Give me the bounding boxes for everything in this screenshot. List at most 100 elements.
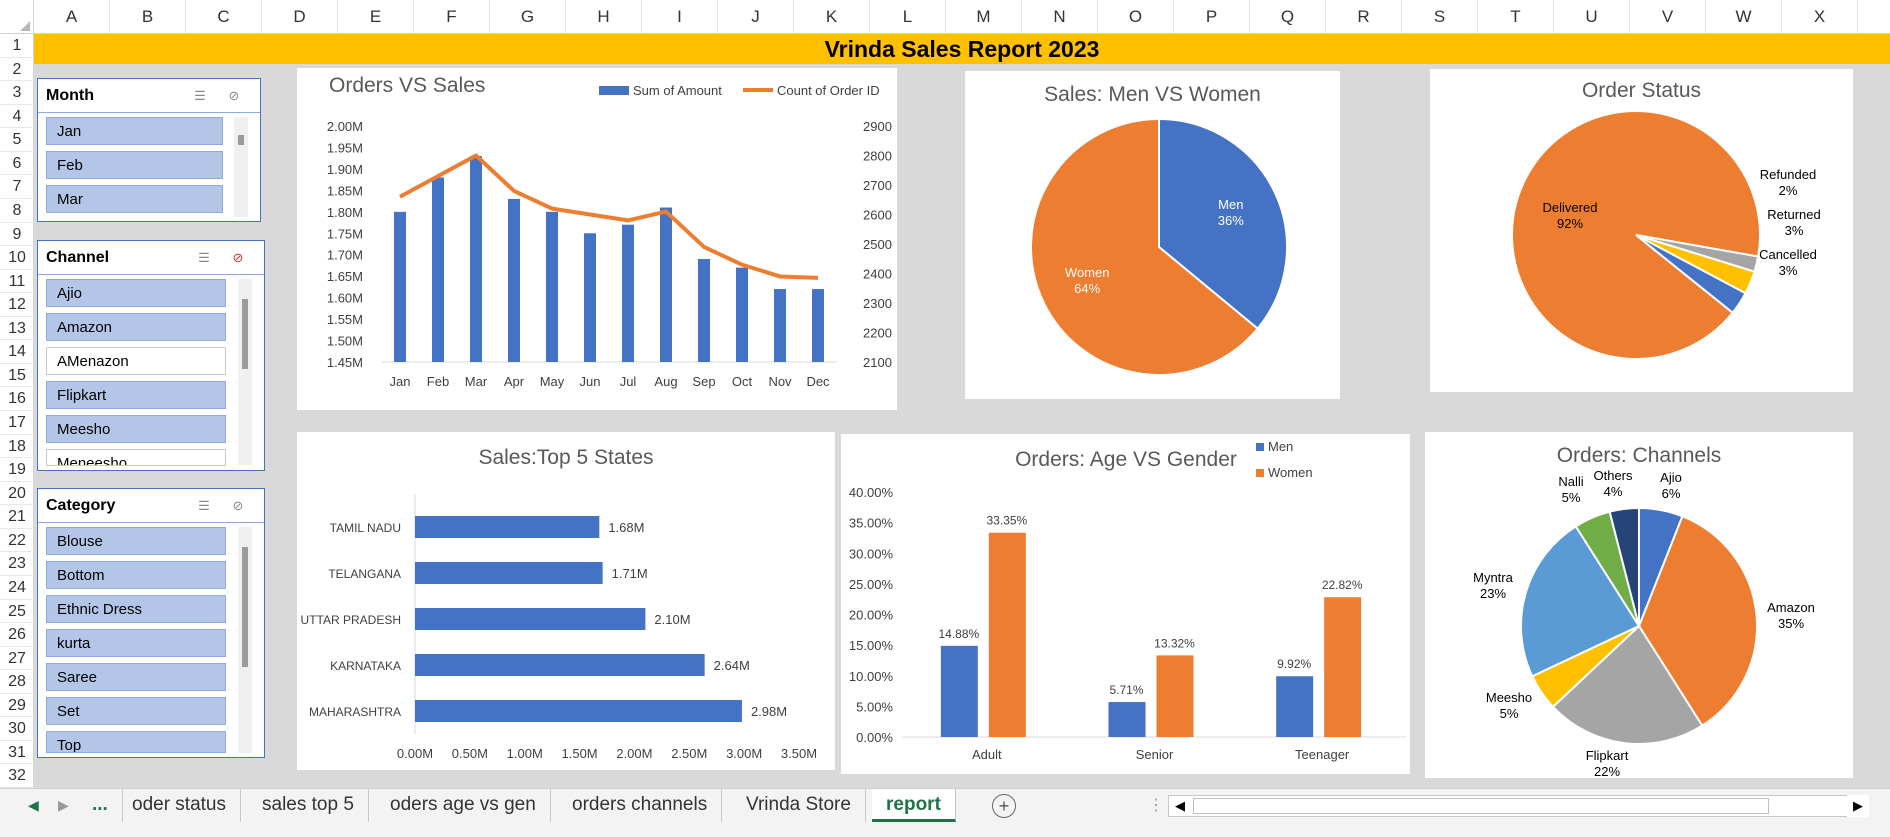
column-header[interactable]: O [1098, 0, 1174, 34]
column-header[interactable]: G [490, 0, 566, 34]
row-header[interactable]: 20 [0, 482, 34, 506]
column-header[interactable]: H [566, 0, 642, 34]
row-header[interactable]: 13 [0, 317, 34, 341]
slicer-item-top[interactable]: Top [46, 731, 226, 753]
multi-select-icon[interactable]: ☰ [198, 250, 210, 265]
column-header[interactable]: R [1326, 0, 1402, 34]
row-header[interactable]: 25 [0, 600, 34, 624]
slicer-item-amazon[interactable]: Amazon [46, 313, 226, 341]
select-all-corner[interactable] [0, 0, 34, 34]
top5-states-chart[interactable]: Sales:Top 5 States 0.00M 0.50M 1.00M 1.50M 2… [297, 432, 835, 770]
column-header[interactable]: J [718, 0, 794, 34]
row-header[interactable]: 23 [0, 552, 34, 576]
row-header[interactable]: 17 [0, 411, 34, 435]
row-header[interactable]: 1 [0, 34, 34, 58]
category-slicer[interactable]: Category ☰ ⊘ Blouse Bottom Ethnic Dress kur… [37, 488, 265, 758]
slicer-item-meesho[interactable]: Meesho [46, 415, 226, 443]
row-header[interactable]: 3 [0, 81, 34, 105]
scroll-right-icon[interactable]: ▶ [1847, 795, 1869, 817]
column-header[interactable]: M [946, 0, 1022, 34]
column-header[interactable]: X [1782, 0, 1858, 34]
column-header[interactable]: P [1174, 0, 1250, 34]
column-header[interactable]: Q [1250, 0, 1326, 34]
month-slicer[interactable]: Month ☰ ⊘ Jan Feb Mar [37, 78, 261, 222]
slicer-item-jan[interactable]: Jan [46, 117, 223, 145]
row-header[interactable]: 15 [0, 364, 34, 388]
row-header[interactable]: 18 [0, 435, 34, 459]
order-status-chart[interactable]: Order Status Delivered 92% Refunded 2% Retur… [1430, 69, 1853, 392]
tab-sales-top-5[interactable]: sales top 5 [248, 789, 369, 822]
slicer-item-ethnic-dress[interactable]: Ethnic Dress [46, 595, 226, 623]
row-header[interactable]: 4 [0, 105, 34, 129]
channels-chart[interactable]: Orders: Channels Ajio 6% Amazon 35% Flipkart… [1425, 432, 1853, 778]
row-header[interactable]: 24 [0, 576, 34, 600]
row-header[interactable]: 31 [0, 741, 34, 765]
slicer-item-bottom[interactable]: Bottom [46, 561, 226, 589]
clear-filter-icon[interactable]: ⊘ [228, 88, 240, 103]
column-header[interactable]: V [1630, 0, 1706, 34]
row-header[interactable]: 2 [0, 58, 34, 82]
slicer-item-flipkart[interactable]: Flipkart [46, 381, 226, 409]
column-header[interactable]: I [642, 0, 718, 34]
slicer-scrollbar[interactable] [238, 279, 252, 465]
row-header[interactable]: 32 [0, 764, 34, 788]
tab-splitter-handle[interactable]: ⋮ [1148, 797, 1164, 814]
column-header[interactable]: B [110, 0, 186, 34]
clear-filter-icon[interactable]: ⊘ [232, 498, 244, 513]
column-header[interactable]: A [34, 0, 110, 34]
tab-oders-age-vs-gen[interactable]: oders age vs gen [376, 789, 551, 822]
slicer-item-set[interactable]: Set [46, 697, 226, 725]
column-header[interactable]: D [262, 0, 338, 34]
row-header[interactable]: 11 [0, 270, 34, 294]
channel-slicer[interactable]: Channel ☰ ⊘ Ajio Amazon AMenazon Flipkart Me… [37, 240, 265, 471]
row-header[interactable]: 16 [0, 387, 34, 411]
slicer-item-ajio[interactable]: Ajio [46, 279, 226, 307]
column-header[interactable]: C [186, 0, 262, 34]
orders-vs-sales-chart[interactable]: Orders VS Sales Sum of Amount Count of Or… [297, 68, 897, 410]
row-header[interactable]: 9 [0, 223, 34, 247]
column-header[interactable]: T [1478, 0, 1554, 34]
men-vs-women-chart[interactable]: Sales: Men VS Women Men 36% Women 64% [965, 71, 1340, 399]
slicer-item-saree[interactable]: Saree [46, 663, 226, 691]
age-vs-gender-chart[interactable]: Orders: Age VS Gender Men Women 40.00% 35.0… [841, 434, 1410, 774]
clear-filter-icon[interactable]: ⊘ [232, 250, 244, 265]
multi-select-icon[interactable]: ☰ [198, 498, 210, 513]
row-header[interactable]: 10 [0, 246, 34, 270]
row-header[interactable]: 30 [0, 717, 34, 741]
tab-vrinda-store[interactable]: Vrinda Store [732, 789, 866, 822]
row-header[interactable]: 14 [0, 340, 34, 364]
tab-report[interactable]: report [872, 789, 956, 822]
column-header[interactable]: S [1402, 0, 1478, 34]
horizontal-scrollbar[interactable]: ◀ ▶ [1168, 795, 1869, 817]
scrollbar-thumb[interactable] [238, 135, 244, 145]
column-header[interactable]: E [338, 0, 414, 34]
slicer-item-mar[interactable]: Mar [46, 185, 223, 213]
row-header[interactable]: 6 [0, 152, 34, 176]
row-header[interactable]: 7 [0, 175, 34, 199]
column-header[interactable]: W [1706, 0, 1782, 34]
tab-scroll-right-icon[interactable]: ▶ [58, 797, 69, 813]
row-header[interactable]: 22 [0, 529, 34, 553]
row-header[interactable]: 26 [0, 623, 34, 647]
add-sheet-icon[interactable]: + [992, 794, 1016, 818]
scrollbar-thumb[interactable] [1193, 798, 1769, 814]
slicer-scrollbar[interactable] [238, 527, 252, 753]
row-header[interactable]: 12 [0, 293, 34, 317]
column-header[interactable]: F [414, 0, 490, 34]
scrollbar-thumb[interactable] [242, 299, 248, 369]
column-header[interactable]: L [870, 0, 946, 34]
tab-oder-status[interactable]: oder status [118, 789, 241, 822]
row-header[interactable]: 8 [0, 199, 34, 223]
tab-more[interactable]: ... [78, 789, 123, 822]
scrollbar-thumb[interactable] [242, 547, 248, 667]
row-header[interactable]: 5 [0, 128, 34, 152]
multi-select-icon[interactable]: ☰ [194, 88, 206, 103]
slicer-item-feb[interactable]: Feb [46, 151, 223, 179]
scroll-left-icon[interactable]: ◀ [1175, 798, 1185, 813]
slicer-scrollbar[interactable] [234, 117, 248, 217]
tab-orders-channels[interactable]: orders channels [558, 789, 723, 822]
column-header[interactable]: N [1022, 0, 1098, 34]
row-header[interactable]: 29 [0, 694, 34, 718]
slicer-item-amenazon[interactable]: AMenazon [46, 347, 226, 375]
column-header[interactable]: U [1554, 0, 1630, 34]
